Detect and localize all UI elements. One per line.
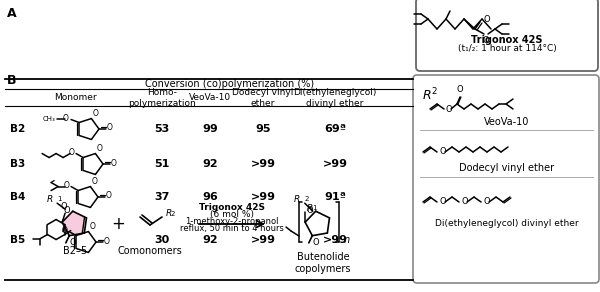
Text: >99: >99 <box>323 235 347 245</box>
Text: >99: >99 <box>323 159 347 169</box>
Text: 1: 1 <box>312 205 317 211</box>
Text: reflux, 50 min to 4 hours: reflux, 50 min to 4 hours <box>180 225 284 234</box>
Text: B3: B3 <box>10 159 26 169</box>
Text: B2–5: B2–5 <box>63 246 87 256</box>
Text: 92: 92 <box>202 159 218 169</box>
Text: 51: 51 <box>154 159 170 169</box>
Text: R: R <box>166 208 172 218</box>
Text: (6 mol %): (6 mol %) <box>210 209 254 218</box>
Text: Butenolide
copolymers: Butenolide copolymers <box>295 252 351 274</box>
Text: O: O <box>111 159 117 168</box>
Text: 95: 95 <box>255 124 271 134</box>
FancyBboxPatch shape <box>413 75 599 283</box>
Text: O: O <box>104 237 110 246</box>
Text: B: B <box>7 74 17 87</box>
Text: CH₃: CH₃ <box>43 116 55 121</box>
Text: +: + <box>111 215 125 233</box>
Text: 69ª: 69ª <box>324 124 346 134</box>
Text: 1-methoxy-2-propanol: 1-methoxy-2-propanol <box>185 218 279 227</box>
Text: O: O <box>483 15 490 25</box>
Text: 92: 92 <box>202 235 218 245</box>
Text: R: R <box>293 195 300 204</box>
Text: O: O <box>461 197 467 206</box>
Text: O: O <box>457 85 463 94</box>
Text: Comonomers: Comonomers <box>118 246 182 256</box>
Polygon shape <box>62 211 86 236</box>
Text: 96: 96 <box>202 192 218 202</box>
Text: R: R <box>307 204 313 213</box>
Text: O: O <box>68 148 74 157</box>
Text: Trigonox 42S: Trigonox 42S <box>471 35 543 45</box>
Text: O: O <box>63 181 69 190</box>
Text: (t₁/₂: 1 hour at 114°C): (t₁/₂: 1 hour at 114°C) <box>458 44 556 53</box>
Text: Di(ethyleneglycol)
divinyl ether: Di(ethyleneglycol) divinyl ether <box>293 88 377 108</box>
Text: O: O <box>482 36 490 45</box>
Text: O: O <box>63 206 70 215</box>
Text: Di(ethyleneglycol) divinyl ether: Di(ethyleneglycol) divinyl ether <box>435 220 579 229</box>
Text: >99: >99 <box>251 235 275 245</box>
Text: O: O <box>91 177 97 185</box>
Text: >99: >99 <box>251 192 275 202</box>
Text: 2: 2 <box>171 211 175 217</box>
Text: O: O <box>92 109 98 118</box>
Text: VeoVa-10: VeoVa-10 <box>189 93 231 102</box>
Text: B5: B5 <box>10 235 26 245</box>
Text: >99: >99 <box>251 159 275 169</box>
Text: Conversion (co)polymerization (%): Conversion (co)polymerization (%) <box>145 79 314 89</box>
Text: 2: 2 <box>305 196 309 202</box>
Text: Homo-
polymerization: Homo- polymerization <box>128 88 196 108</box>
Text: 53: 53 <box>154 124 170 134</box>
Text: O: O <box>306 206 313 215</box>
Text: Monomer: Monomer <box>53 93 97 102</box>
Text: O: O <box>446 105 452 114</box>
Text: 1: 1 <box>57 196 62 202</box>
Text: 37: 37 <box>154 192 170 202</box>
Text: VeoVa-10: VeoVa-10 <box>484 117 530 127</box>
Text: Dodecyl vinyl
ether: Dodecyl vinyl ether <box>232 88 293 108</box>
Text: 99: 99 <box>202 124 218 134</box>
Text: $R^2$: $R^2$ <box>422 87 438 104</box>
Text: A: A <box>7 7 17 20</box>
Text: R: R <box>47 195 53 204</box>
Text: 91ª: 91ª <box>324 192 346 202</box>
Text: O: O <box>70 238 76 247</box>
Text: B4: B4 <box>10 192 26 202</box>
Text: O: O <box>107 124 113 133</box>
Text: n: n <box>344 235 350 245</box>
Text: Trigonox 42S: Trigonox 42S <box>199 202 265 211</box>
Text: O: O <box>61 226 67 235</box>
Text: Dodecyl vinyl ether: Dodecyl vinyl ether <box>460 163 554 173</box>
Text: 30: 30 <box>154 235 170 245</box>
Text: O: O <box>89 222 95 231</box>
Text: O: O <box>106 192 112 201</box>
Text: O: O <box>439 197 446 206</box>
Text: B2: B2 <box>10 124 26 134</box>
Text: O: O <box>483 197 490 206</box>
Text: O: O <box>61 202 67 211</box>
Text: O: O <box>313 238 319 247</box>
FancyBboxPatch shape <box>416 0 598 71</box>
Text: O: O <box>97 144 102 152</box>
Text: O: O <box>439 147 446 157</box>
Text: O: O <box>62 114 68 123</box>
